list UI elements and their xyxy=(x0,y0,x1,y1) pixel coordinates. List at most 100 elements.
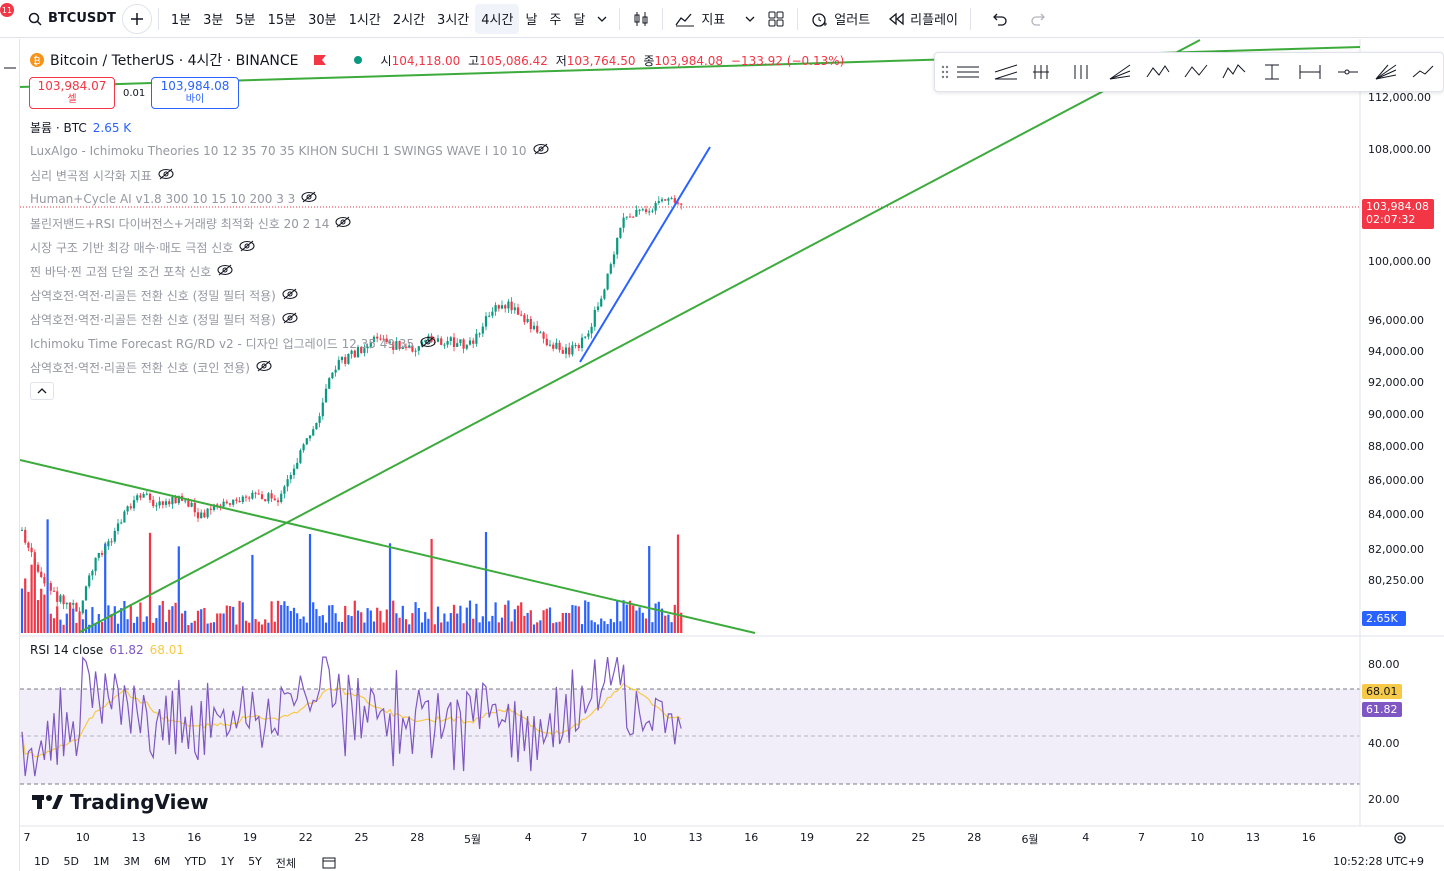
hidden-eye-icon[interactable] xyxy=(217,264,233,279)
interval-1[interactable]: 3분 xyxy=(203,13,224,28)
trendline-blue[interactable] xyxy=(579,146,711,363)
volume-bar xyxy=(587,601,590,633)
candle-body xyxy=(212,504,216,510)
indicator-row[interactable]: 삼역호전·역전·리골든 전환 신호 (정밀 필터 적용) xyxy=(30,311,298,328)
indicators-button[interactable]: 지표 xyxy=(669,4,731,34)
time-axis-label: 10 xyxy=(75,831,90,844)
candle-body xyxy=(36,564,40,572)
xabcd-pattern-icon[interactable] xyxy=(1139,56,1177,88)
calendar-icon[interactable] xyxy=(322,855,336,869)
range-button[interactable]: 전체 xyxy=(275,857,297,870)
crosshair-icon[interactable] xyxy=(0,53,20,83)
clock[interactable]: 10:52:28 UTC+9 xyxy=(1333,855,1424,868)
rsi-legend[interactable]: RSI 14 close 61.82 68.01 xyxy=(30,643,184,657)
hidden-eye-icon[interactable] xyxy=(420,336,436,351)
gann-fan-icon[interactable] xyxy=(1367,56,1405,88)
interval-dropdown[interactable] xyxy=(591,4,613,34)
candle-body xyxy=(161,501,164,505)
redo-button[interactable] xyxy=(1025,4,1053,34)
date-range-icon[interactable] xyxy=(1291,56,1329,88)
interval-2[interactable]: 5분 xyxy=(235,13,256,28)
undo-button[interactable] xyxy=(985,4,1013,34)
collapse-legend-button[interactable] xyxy=(30,382,54,400)
price-axis-label: 96,000.00 xyxy=(1368,314,1424,327)
compare-button[interactable] xyxy=(121,3,152,34)
indicator-row[interactable]: 찐 바닥·찐 고점 단일 조건 포착 신호 xyxy=(30,263,233,280)
replay-button[interactable]: 리플레이 xyxy=(882,4,964,34)
symbol-search[interactable]: BTCUSDT xyxy=(22,4,122,34)
range-button[interactable]: YTD xyxy=(184,855,207,868)
time-axis-label: 22 xyxy=(298,831,313,844)
settings-icon[interactable] xyxy=(1392,830,1408,846)
candle-body xyxy=(552,344,555,349)
elliott-wave-icon[interactable] xyxy=(1215,56,1253,88)
drag-handle-icon[interactable] xyxy=(941,64,949,80)
buy-button[interactable]: 103,984.08 바이 xyxy=(151,77,239,109)
volume-bar xyxy=(286,605,289,633)
indicator-row[interactable]: 볼린저밴드+RSI 다이버전스+거래량 최적화 신호 20 2 14 xyxy=(30,215,351,232)
range-button[interactable]: 1Y xyxy=(220,855,235,868)
hidden-eye-icon[interactable] xyxy=(282,288,298,303)
fan-icon[interactable] xyxy=(1101,56,1139,88)
sell-price: 103,984.07 xyxy=(37,79,107,93)
candle-body xyxy=(129,506,132,509)
indicator-row[interactable]: 삼역호전·역전·리골든 전환 신호 (정밀 필터 적용) xyxy=(30,287,298,304)
indicators-dropdown[interactable] xyxy=(739,4,761,34)
interval-9[interactable]: 날 xyxy=(525,13,538,28)
alert-button[interactable]: 얼러트 xyxy=(804,4,876,34)
volume-bar xyxy=(344,605,347,633)
interval-0[interactable]: 1분 xyxy=(170,13,192,28)
volume-bar xyxy=(545,608,548,633)
trend-angle-icon[interactable] xyxy=(1405,56,1443,88)
trendline-green-long[interactable] xyxy=(79,39,1201,633)
parallel-channel-icon[interactable] xyxy=(949,56,987,88)
range-button[interactable]: 5D xyxy=(63,855,79,868)
indicator-row[interactable]: Ichimoku Time Forecast RG/RD v2 - 디자인 업그… xyxy=(30,335,436,352)
volume-legend[interactable]: 볼륨 · BTC 2.65 K xyxy=(30,119,131,136)
abcd-pattern-icon[interactable] xyxy=(1177,56,1215,88)
indicator-row[interactable]: 시장 구조 기반 최강 매수·매도 극점 신호 xyxy=(30,239,255,256)
flag-icon[interactable] xyxy=(313,53,327,67)
price-axis-label: 90,000.00 xyxy=(1368,408,1424,421)
interval-4[interactable]: 30분 xyxy=(308,13,337,28)
schiff-pitchfork-icon[interactable] xyxy=(1063,56,1101,88)
range-button[interactable]: 5Y xyxy=(248,855,262,868)
hidden-eye-icon[interactable] xyxy=(158,168,174,183)
interval-6[interactable]: 2시간 xyxy=(392,13,426,28)
regression-channel-icon[interactable] xyxy=(987,56,1025,88)
interval-3[interactable]: 15분 xyxy=(267,13,297,28)
indicator-row[interactable]: Human+Cycle AI v1.8 300 10 15 10 200 3 3 xyxy=(30,191,317,206)
interval-5[interactable]: 1시간 xyxy=(348,13,381,28)
interval-10[interactable]: 주 xyxy=(549,13,562,28)
candle-body xyxy=(321,402,324,417)
indicator-row[interactable]: LuxAlgo - Ichimoku Theories 10 12 35 70 … xyxy=(30,143,549,158)
symbol-description[interactable]: Bitcoin / TetherUS · 4시간 · BINANCE xyxy=(50,53,299,69)
hidden-eye-icon[interactable] xyxy=(256,360,272,375)
notification-badge[interactable]: 11 xyxy=(0,3,14,17)
hidden-eye-icon[interactable] xyxy=(335,216,351,231)
hidden-eye-icon[interactable] xyxy=(282,312,298,327)
volume-bar xyxy=(411,613,414,633)
range-button[interactable]: 1D xyxy=(34,855,50,868)
range-button[interactable]: 6M xyxy=(153,855,171,868)
range-button[interactable]: 1M xyxy=(92,855,110,868)
chart-type-button[interactable] xyxy=(626,4,656,34)
candle-body xyxy=(254,492,257,494)
interval-11[interactable]: 달 xyxy=(573,13,586,28)
range-button[interactable]: 3M xyxy=(123,855,140,868)
interval-8[interactable]: 4시간 xyxy=(475,3,520,34)
volume-bar xyxy=(552,623,555,633)
hidden-eye-icon[interactable] xyxy=(532,143,549,158)
price-range-icon[interactable] xyxy=(1253,56,1291,88)
hidden-eye-icon[interactable] xyxy=(301,191,317,206)
indicator-row[interactable]: 심리 변곡점 시각화 지표 xyxy=(30,167,174,184)
layouts-button[interactable] xyxy=(761,4,791,34)
chart-canvas[interactable] xyxy=(20,39,1444,855)
sell-button[interactable]: 103,984.07 셀 xyxy=(29,77,115,109)
interval-7[interactable]: 3시간 xyxy=(437,13,470,28)
pitchfork-icon[interactable] xyxy=(1025,56,1063,88)
hidden-eye-icon[interactable] xyxy=(239,240,255,255)
horizontal-ray-icon[interactable] xyxy=(1329,56,1367,88)
indicator-row[interactable]: 삼역호전·역전·리골든 전환 신호 (코인 전용) xyxy=(30,359,272,376)
trendline-green-down[interactable] xyxy=(20,459,756,634)
